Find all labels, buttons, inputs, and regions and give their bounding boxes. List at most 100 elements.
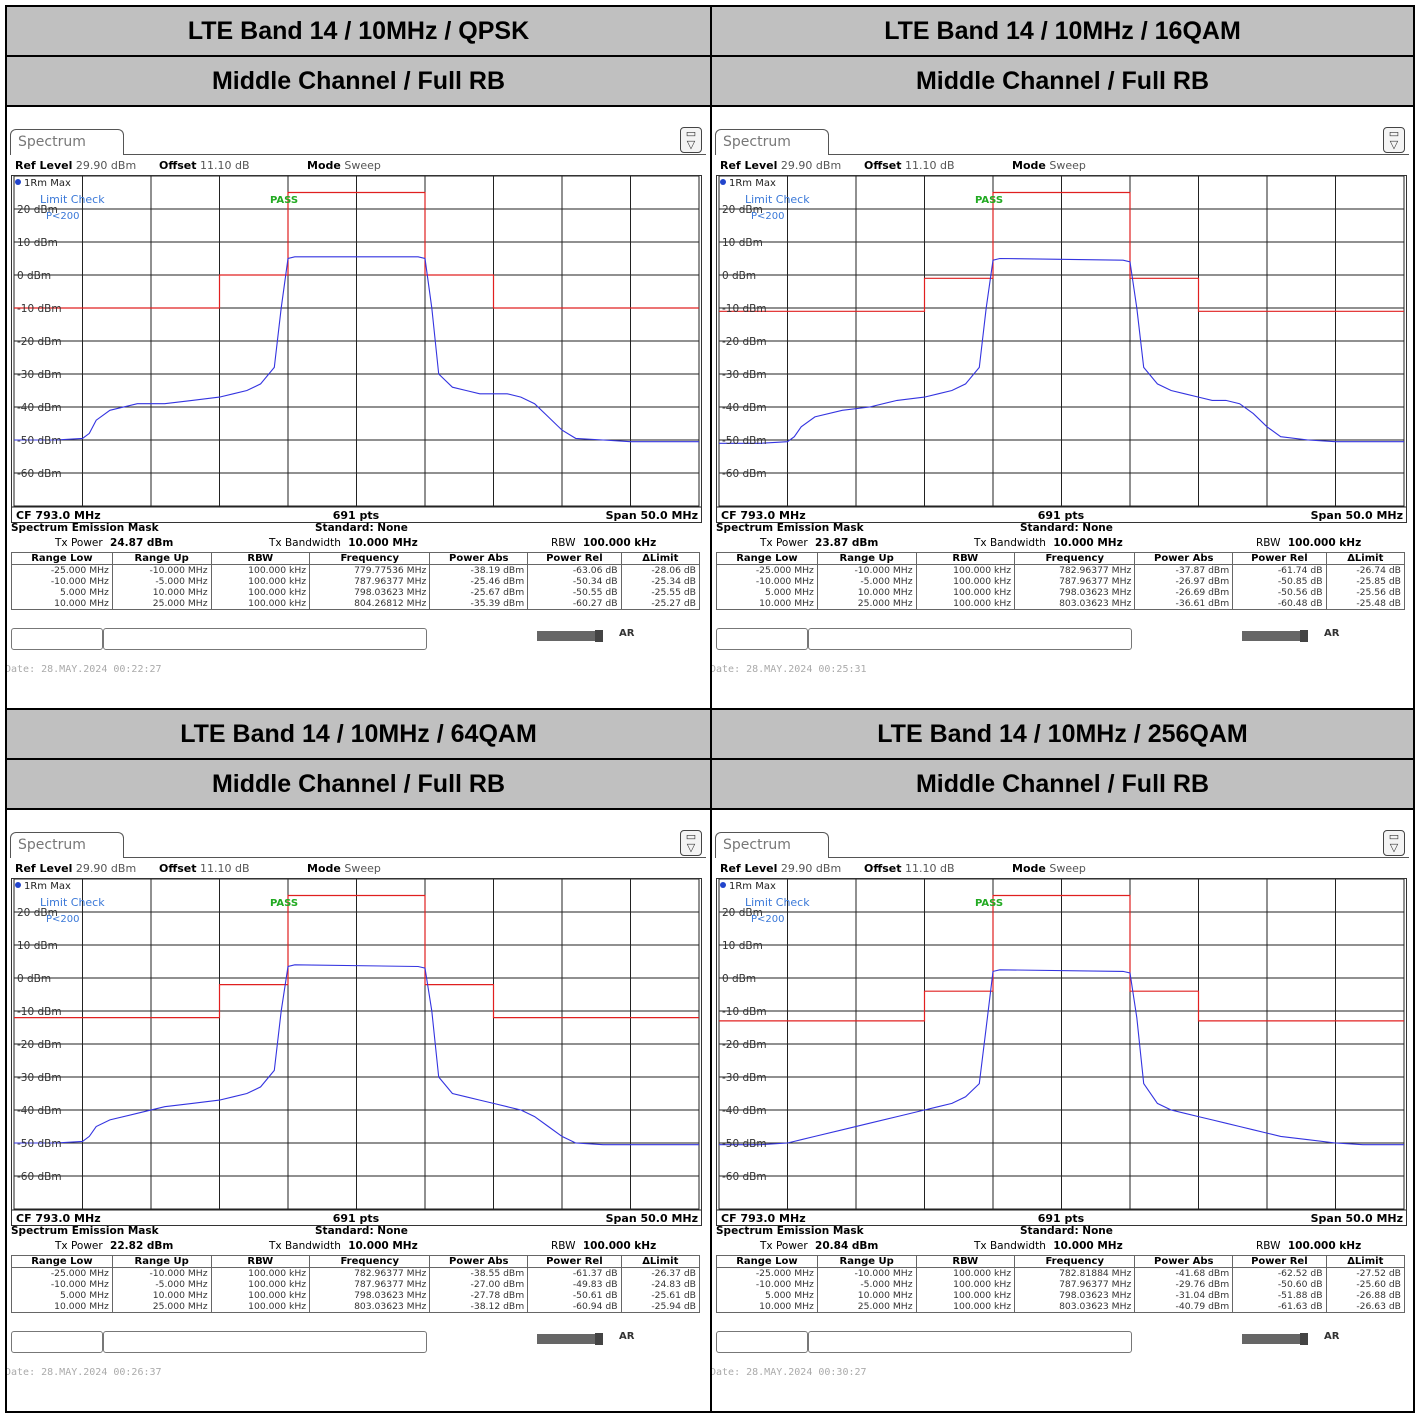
y-tick-label: 10 dBm xyxy=(17,237,58,249)
limit-pass-label: PASS xyxy=(975,898,1003,909)
column-header: RBW xyxy=(915,1255,1016,1268)
spectrum-trace xyxy=(719,257,1404,444)
mode-text: Sweep xyxy=(344,862,381,875)
ref-level-label-text: Ref Level xyxy=(720,862,778,875)
trace-label: 1Rm Max xyxy=(24,881,71,892)
trace-indicator-icon xyxy=(720,179,726,185)
subtitle-text: Middle Channel / Full RB xyxy=(915,769,1210,798)
y-tick-label: -20 dBm xyxy=(17,336,62,348)
table-cell: 100.000 kHz xyxy=(210,1279,311,1290)
title-text: LTE Band 14 / 10MHz / 256QAM xyxy=(877,719,1248,748)
tx-bandwidth: Tx Bandwidth 10.000 MHz xyxy=(269,1240,418,1252)
display-config-icon[interactable]: ▭ ▽ xyxy=(680,830,702,856)
table-cell: 10.000 MHz xyxy=(716,1301,818,1313)
status-field xyxy=(103,628,427,650)
table-cell: 100.000 kHz xyxy=(210,1290,311,1301)
ref-level-label-text: Ref Level xyxy=(15,159,73,172)
column-header: Range Low xyxy=(11,1255,113,1268)
timestamp: Date: 28.MAY.2024 00:22:27 xyxy=(7,664,162,675)
table-header-row: Range Low Range Up RBW Frequency Power Abs Po… xyxy=(716,1255,1406,1268)
tab-spectrum[interactable]: Spectrum xyxy=(715,129,829,155)
progress-marker xyxy=(595,1333,603,1345)
table-cell: -50.55 dB xyxy=(527,587,622,598)
date-text: Date: 28.MAY.2024 00:26:37 xyxy=(7,1367,162,1378)
y-tick-label: -40 dBm xyxy=(722,1105,767,1117)
table-cell: -10.000 MHz xyxy=(716,576,818,587)
panel-subtitle: Middle Channel / Full RB xyxy=(7,57,710,107)
ref-level-label-text: Ref Level xyxy=(720,159,778,172)
column-header: Frequency xyxy=(309,1255,431,1268)
tx-bandwidth-text: 10.000 MHz xyxy=(348,537,418,549)
table-cell: 5.000 MHz xyxy=(11,587,113,598)
y-tick-label: -30 dBm xyxy=(17,1072,62,1084)
y-tick-label: -60 dBm xyxy=(722,1171,767,1183)
tab-text: Spectrum xyxy=(18,134,86,150)
tx-bandwidth: Tx Bandwidth 10.000 MHz xyxy=(974,1240,1123,1252)
offset-text: 11.10 dB xyxy=(905,862,955,875)
tx-power: Tx Power 22.82 dBm xyxy=(55,1240,173,1252)
tab-spectrum[interactable]: Spectrum xyxy=(715,832,829,858)
sem-results-table: Range Low Range Up RBW Frequency Power Abs Po… xyxy=(11,1255,701,1313)
tab-spectrum[interactable]: Spectrum xyxy=(10,832,124,858)
table-cell: 782.96377 MHz xyxy=(1014,564,1136,576)
y-tick-label: 10 dBm xyxy=(17,940,58,952)
spectrum-trace xyxy=(14,256,699,443)
sem-title-text: Spectrum Emission Mask xyxy=(11,1225,159,1237)
table-row: 10.000 MHz 25.000 MHz 100.000 kHz 803.03623… xyxy=(716,1301,1406,1313)
table-cell: -25.34 dB xyxy=(620,576,701,587)
y-tick-label: 20 dBm xyxy=(17,907,58,919)
tx-power: Tx Power 24.87 dBm xyxy=(55,537,173,549)
table-cell: -25.000 MHz xyxy=(716,1267,818,1279)
table-cell: -50.34 dB xyxy=(527,576,622,587)
spectrum-trace xyxy=(14,964,699,1146)
tab-spectrum[interactable]: Spectrum xyxy=(10,129,124,155)
tx-power-label-text: Tx Power xyxy=(760,537,808,549)
softkey-left[interactable] xyxy=(11,628,103,650)
table-cell: 25.000 MHz xyxy=(111,598,212,610)
display-config-icon[interactable]: ▭ ▽ xyxy=(1383,127,1405,153)
table-cell: 5.000 MHz xyxy=(716,1290,818,1301)
table-cell: -25.46 dBm xyxy=(429,576,529,587)
tx-bandwidth-label-text: Tx Bandwidth xyxy=(974,537,1046,549)
table-cell: 782.96377 MHz xyxy=(309,1267,431,1279)
sem-title-text: Spectrum Emission Mask xyxy=(11,522,159,534)
display-config-icon[interactable]: ▭ ▽ xyxy=(680,127,702,153)
trace-indicator-icon xyxy=(15,882,21,888)
sem-title: Spectrum Emission Mask xyxy=(716,1225,864,1237)
standard: Standard: None xyxy=(315,1225,408,1237)
spectrum-plot: 20 dBm 10 dBm 0 dBm -10 dBm -20 dBm -30 dBm -4… xyxy=(11,175,702,523)
spectrum-chart: 20 dBm 10 dBm 0 dBm -10 dBm -20 dBm -30 dBm -4… xyxy=(12,879,701,1225)
limit-check-label: Limit Check xyxy=(40,896,105,909)
tx-bandwidth-text: 10.000 MHz xyxy=(1053,1240,1123,1252)
softkey-left[interactable] xyxy=(11,1331,103,1353)
softkey-left[interactable] xyxy=(716,1331,808,1353)
y-tick-label: -10 dBm xyxy=(722,303,767,315)
softkey-left[interactable] xyxy=(716,628,808,650)
table-cell: -25.60 dB xyxy=(1325,1279,1406,1290)
table-cell: 100.000 kHz xyxy=(210,598,311,610)
trace-label: 1Rm Max xyxy=(24,178,71,189)
table-cell: 100.000 kHz xyxy=(915,587,1016,598)
table-cell: -25.55 dB xyxy=(620,587,701,598)
mode-label-text: Mode xyxy=(307,159,341,172)
display-config-icon[interactable]: ▭ ▽ xyxy=(1383,830,1405,856)
sem-results-table: Range Low Range Up RBW Frequency Power Abs Po… xyxy=(11,552,701,610)
table-cell: -26.37 dB xyxy=(620,1267,701,1279)
table-cell: -36.61 dBm xyxy=(1134,598,1234,610)
y-tick-label: 0 dBm xyxy=(17,270,51,282)
tx-bandwidth-label-text: Tx Bandwidth xyxy=(269,537,341,549)
table-cell: -10.000 MHz xyxy=(11,1279,113,1290)
table-cell: 803.03623 MHz xyxy=(1014,598,1136,610)
ref-level-text: 29.90 dBm xyxy=(75,159,137,172)
column-header: Power Abs xyxy=(429,1255,529,1268)
y-tick-label: -20 dBm xyxy=(17,1039,62,1051)
limit-line-label: P<200 xyxy=(46,211,80,222)
table-cell: -61.74 dB xyxy=(1232,564,1327,576)
title-text: LTE Band 14 / 10MHz / 16QAM xyxy=(884,16,1241,45)
y-tick-label: -20 dBm xyxy=(722,336,767,348)
table-cell: -10.000 MHz xyxy=(111,564,212,576)
sweep-points: 691 pts xyxy=(1038,1212,1085,1225)
y-tick-label: -50 dBm xyxy=(722,435,767,447)
status-field xyxy=(808,628,1132,650)
mode: Mode Sweep xyxy=(1012,159,1086,172)
